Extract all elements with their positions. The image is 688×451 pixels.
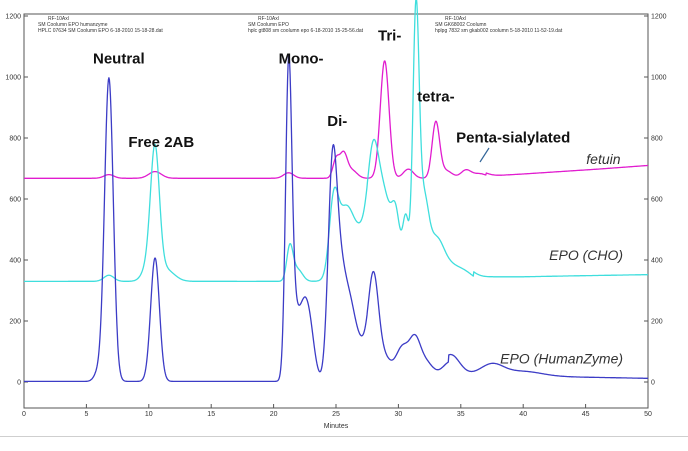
file-header-line: RF-10Axl	[258, 16, 279, 22]
series-label: EPO (CHO)	[549, 247, 623, 263]
y-axis-right: 0 200 400 600 800 1000 1200	[644, 14, 667, 387]
y-tick-label: 400	[9, 258, 21, 265]
peak-annotation: Neutral	[93, 50, 145, 67]
peak-annotation: tetra-	[417, 88, 455, 105]
file-header-line: SM Coolumn EPO humanzyme	[38, 22, 108, 28]
file-header-line: hplpg 7832 sm gkab002 coolumn 5-18-2010 …	[435, 28, 563, 34]
y-tick-label: 1000	[5, 75, 21, 82]
x-axis-label: Minutes	[324, 423, 349, 430]
series-line-fetuin	[23, 60, 649, 179]
y-axis-left: 0 200 400 600 800 1000 1200	[5, 14, 28, 387]
series-labels: fetuin EPO (CHO) EPO (HumanZyme)	[500, 151, 623, 367]
peak-annotations: Neutral Free 2AB Mono- Di- Tri-tetra- Penta-s…	[93, 27, 570, 151]
series-lines	[23, 0, 649, 383]
bottom-divider	[0, 436, 688, 437]
x-tick-label: 30	[395, 411, 403, 418]
file-header-line: HPLC 07634 SM Coolumn EPO 6-18-2010 15-1…	[38, 28, 163, 34]
x-tick-label: 40	[519, 411, 527, 418]
x-tick-label: 25	[332, 411, 340, 418]
file-header-line: hplc gt808 sm coolumn epo 6-18-2010 15-2…	[248, 28, 364, 34]
y-tick-label-right: 1000	[651, 75, 667, 82]
y-tick-label-right: 400	[651, 258, 663, 265]
x-tick-label: 45	[582, 411, 590, 418]
x-tick-label: 50	[644, 411, 652, 418]
penta-pointer-line	[479, 147, 490, 163]
x-tick-label: 20	[270, 411, 278, 418]
x-tick-label: 35	[457, 411, 465, 418]
y-tick-label-right: 600	[651, 197, 663, 204]
y-tick-label-right: 1200	[651, 14, 667, 21]
series-label: fetuin	[586, 151, 620, 167]
file-header-line: RF-10Axl	[48, 16, 69, 22]
file-header-line: SM GK68002 Coolumn	[435, 22, 487, 28]
x-tick-label: 10	[145, 411, 153, 418]
y-tick-label: 600	[9, 197, 21, 204]
peak-annotation: Di-	[327, 113, 347, 130]
x-axis: 0 5 10 15 20 25 30 35 40 45 50	[22, 404, 652, 418]
peak-annotation: Penta-sialylated	[456, 130, 570, 147]
y-tick-label-right: 0	[651, 380, 655, 387]
peak-annotation: Tri-	[378, 27, 401, 44]
y-tick-label-right: 200	[651, 319, 663, 326]
y-tick-label: 800	[9, 136, 21, 143]
series-line-epo-humanzyme	[23, 54, 649, 383]
x-tick-label: 15	[207, 411, 215, 418]
y-tick-label: 1200	[5, 14, 21, 21]
y-tick-label: 200	[9, 319, 21, 326]
x-tick-label: 5	[84, 411, 88, 418]
peak-annotation: Free 2AB	[128, 134, 194, 151]
y-tick-label: 0	[17, 380, 21, 387]
x-tick-label: 0	[22, 411, 26, 418]
peak-annotation: Mono-	[279, 50, 324, 67]
file-header-line: RF-10Axl	[445, 16, 466, 22]
series-line-epo-cho	[23, 0, 649, 283]
y-tick-label-right: 800	[651, 136, 663, 143]
file-header-line: SM Coolumn EPO	[248, 22, 289, 28]
series-label: EPO (HumanZyme)	[500, 351, 623, 367]
